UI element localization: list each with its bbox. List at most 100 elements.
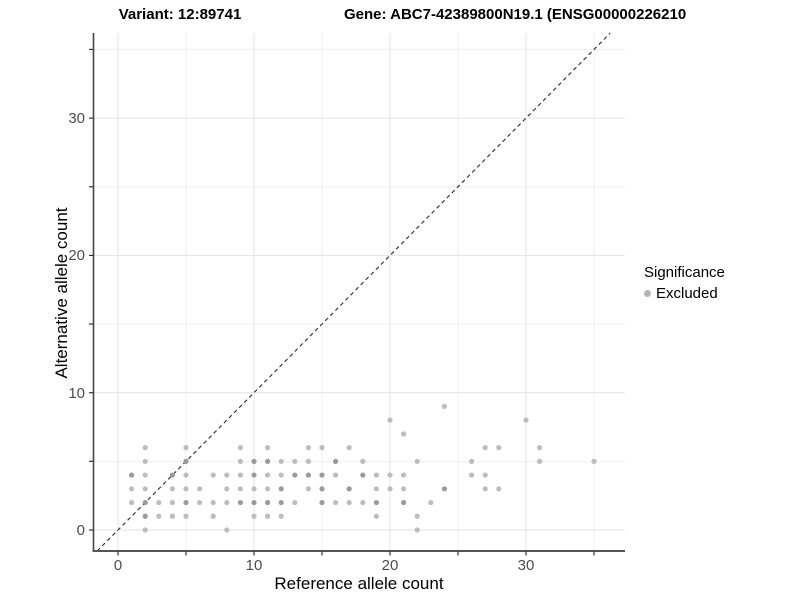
plot-title-gene: Gene: ABC7-42389800N19.1 (ENSG0000022621… xyxy=(344,6,687,23)
data-point xyxy=(292,458,298,464)
data-point xyxy=(373,486,379,492)
data-point xyxy=(278,513,284,519)
data-point xyxy=(414,458,420,464)
legend-item-label: Excluded xyxy=(656,285,718,302)
y-tick-label: 10 xyxy=(68,384,85,402)
data-point xyxy=(523,417,529,423)
data-point xyxy=(224,499,230,506)
data-point xyxy=(414,513,420,519)
data-point xyxy=(251,486,257,492)
data-point xyxy=(210,499,216,506)
y-tick-label: 20 xyxy=(68,247,85,265)
data-point xyxy=(142,499,148,506)
data-point xyxy=(482,472,488,478)
data-point xyxy=(333,458,339,464)
y-tick-label: 0 xyxy=(76,522,85,539)
data-point xyxy=(387,472,393,478)
data-point xyxy=(156,513,162,519)
legend: Significance Excluded xyxy=(644,264,725,302)
data-point xyxy=(278,472,284,478)
data-point xyxy=(183,445,189,451)
data-point xyxy=(537,445,543,451)
data-point xyxy=(401,486,407,492)
data-point xyxy=(387,486,393,492)
data-point xyxy=(319,499,325,506)
data-point xyxy=(224,486,230,492)
data-point xyxy=(183,458,189,464)
data-point xyxy=(237,472,243,478)
data-point xyxy=(346,486,352,492)
data-point xyxy=(373,499,379,506)
data-point xyxy=(305,486,311,492)
data-point xyxy=(305,458,311,464)
data-point xyxy=(265,486,271,492)
data-point xyxy=(251,458,257,464)
data-point xyxy=(360,472,366,478)
data-point xyxy=(373,513,379,519)
data-point xyxy=(278,499,284,506)
data-point xyxy=(197,499,203,506)
data-point xyxy=(278,458,284,464)
data-point xyxy=(129,499,135,506)
data-point xyxy=(441,486,447,492)
data-point xyxy=(142,486,148,492)
data-point xyxy=(265,472,271,478)
data-point xyxy=(346,445,352,451)
data-point xyxy=(360,499,366,506)
legend-item-excluded: Excluded xyxy=(644,285,725,302)
x-tick-label: 10 xyxy=(245,557,263,574)
data-point xyxy=(373,472,379,478)
identity-dashed-line xyxy=(96,32,611,552)
data-point xyxy=(305,445,311,451)
data-point xyxy=(441,403,447,410)
data-point xyxy=(169,486,175,492)
data-point xyxy=(237,486,243,492)
data-point xyxy=(142,527,148,533)
data-point xyxy=(224,527,230,533)
data-point xyxy=(278,486,284,492)
data-point xyxy=(496,445,502,451)
x-axis-title: Reference allele count xyxy=(274,574,444,593)
data-point xyxy=(156,499,162,506)
data-point xyxy=(142,472,148,478)
data-point xyxy=(237,499,243,506)
data-point xyxy=(292,472,298,478)
data-point xyxy=(251,513,257,519)
data-point xyxy=(469,472,475,478)
data-point xyxy=(305,472,311,478)
data-point xyxy=(496,486,502,492)
data-point xyxy=(142,458,148,464)
data-point xyxy=(387,417,393,423)
data-point xyxy=(169,499,175,506)
data-point xyxy=(537,458,543,464)
data-point xyxy=(482,486,488,492)
data-point xyxy=(183,486,189,492)
data-point xyxy=(319,486,325,492)
data-point xyxy=(591,458,597,464)
data-point xyxy=(401,431,407,437)
data-point xyxy=(333,472,339,478)
data-point xyxy=(129,472,135,478)
x-tick-label: 0 xyxy=(113,557,123,574)
data-point xyxy=(265,499,271,506)
x-tick-label: 20 xyxy=(381,557,399,574)
data-point xyxy=(183,472,189,478)
x-tick-label: 30 xyxy=(517,557,535,574)
y-axis-title: Alternative allele count xyxy=(52,207,71,379)
data-point xyxy=(183,513,189,519)
data-point xyxy=(197,486,203,492)
data-point xyxy=(265,458,271,464)
data-point xyxy=(210,472,216,478)
legend-title: Significance xyxy=(644,264,725,281)
data-point xyxy=(169,513,175,519)
data-point xyxy=(251,499,257,506)
data-point xyxy=(169,472,175,478)
data-point xyxy=(251,472,257,478)
data-point xyxy=(360,458,366,464)
y-tick-label: 30 xyxy=(68,110,85,128)
data-point xyxy=(482,445,488,451)
data-point xyxy=(414,527,420,533)
data-point xyxy=(265,445,271,451)
data-point xyxy=(292,499,298,506)
